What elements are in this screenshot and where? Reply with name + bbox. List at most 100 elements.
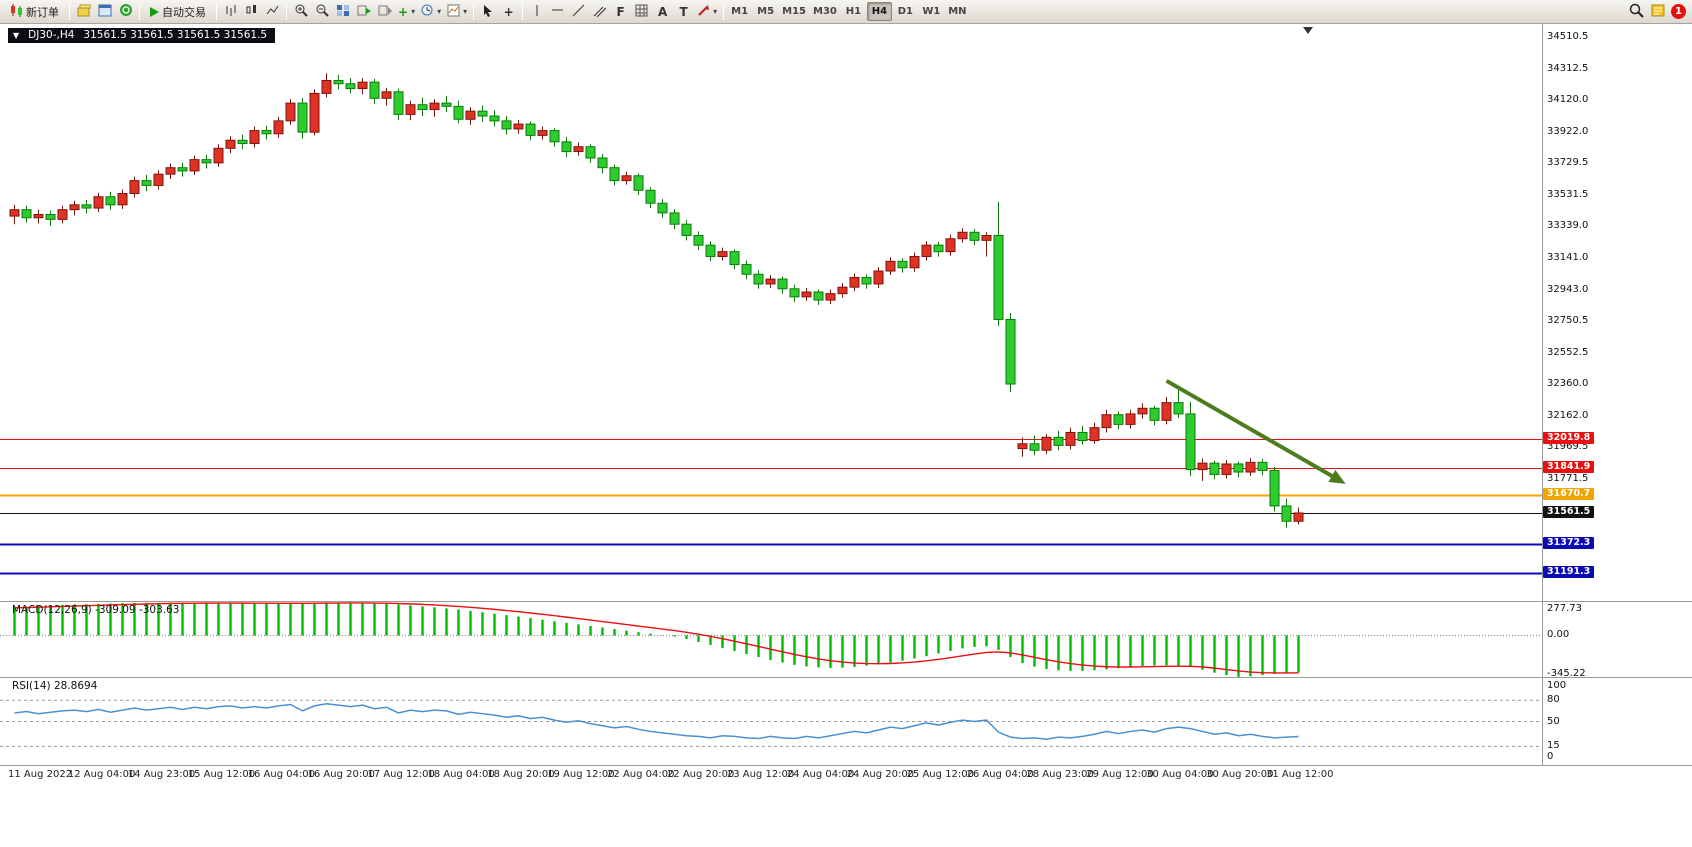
- macd-axis-label: 277.73: [1547, 603, 1582, 614]
- charts-profile-button[interactable]: [73, 2, 94, 22]
- candle: [1137, 407, 1148, 415]
- candle: [429, 102, 440, 111]
- tile-windows-button[interactable]: [332, 2, 353, 22]
- chart-shift-marker[interactable]: [1303, 27, 1313, 34]
- fibonacci-button[interactable]: F: [610, 2, 631, 22]
- price-axis-label: 33531.5: [1547, 188, 1589, 200]
- dropdown-icon: ▾: [463, 7, 468, 16]
- horizontal-line-button[interactable]: [547, 2, 568, 22]
- candle: [1101, 414, 1112, 429]
- rsi-canvas[interactable]: [0, 678, 1542, 765]
- price-axis-label: 32360.0: [1547, 378, 1589, 390]
- candle: [1233, 463, 1244, 473]
- current-price-badge[interactable]: 31561.5: [1543, 505, 1595, 518]
- macd-panel-separator[interactable]: [0, 601, 1692, 602]
- timeframe-m15-button[interactable]: M15: [782, 6, 806, 17]
- candle: [69, 204, 80, 211]
- price-line-badge[interactable]: 31191.3: [1543, 565, 1595, 578]
- search-icon: [1629, 3, 1644, 21]
- candlestick-chart-button[interactable]: [241, 2, 262, 22]
- indicators-plus-icon: +: [398, 4, 409, 19]
- auto-trading-label: 自动交易: [162, 5, 206, 19]
- cursor-button[interactable]: [477, 2, 498, 22]
- candle: [129, 180, 140, 195]
- price-axis-label: 33141.0: [1547, 251, 1589, 263]
- candle: [273, 120, 284, 135]
- one-click-trading-toggle[interactable]: ▼: [13, 30, 20, 40]
- candle: [309, 92, 320, 133]
- text-button[interactable]: A: [652, 2, 673, 22]
- bar-chart-icon: [224, 4, 237, 20]
- zoom-out-button[interactable]: [311, 2, 332, 22]
- candle: [765, 278, 776, 285]
- timeframe-h1-button[interactable]: H1: [845, 6, 862, 17]
- timeframe-m5-button[interactable]: M5: [757, 6, 775, 17]
- chart-title-chip: ▼ DJ30-,H4 31561.5 31561.5 31561.5 31561…: [8, 28, 276, 43]
- price-line-badge[interactable]: 32019.8: [1543, 431, 1595, 444]
- time-axis-label: 26 Aug 04:00: [966, 769, 1034, 780]
- candle: [1005, 318, 1016, 385]
- timeframe-m1-button[interactable]: M1: [731, 6, 749, 17]
- channel-icon: [593, 4, 607, 20]
- candle: [549, 130, 560, 143]
- auto-scroll-button[interactable]: [353, 2, 374, 22]
- indicators-button[interactable]: + ▾: [395, 2, 418, 22]
- candle: [981, 235, 992, 241]
- data-window-button[interactable]: [94, 2, 115, 22]
- candle: [729, 251, 740, 266]
- bar-chart-button[interactable]: [220, 2, 241, 22]
- cursor-icon: [482, 4, 494, 20]
- dropdown-icon: ▾: [411, 7, 416, 16]
- timeframe-m30-button[interactable]: M30: [813, 6, 837, 17]
- price-axis-label: 32750.5: [1547, 314, 1589, 326]
- candle: [933, 244, 944, 253]
- candlestick-icon: [245, 4, 258, 20]
- time-axis-label: 18 Aug 20:00: [487, 769, 555, 780]
- new-order-button[interactable]: 新订单: [3, 2, 66, 22]
- search-button[interactable]: [1626, 2, 1647, 22]
- rsi-panel-separator[interactable]: [0, 677, 1692, 678]
- periods-button[interactable]: ▾: [418, 2, 444, 22]
- chart-shift-button[interactable]: [374, 2, 395, 22]
- timeframe-h4-button[interactable]: H4: [866, 2, 892, 21]
- vertical-line-button[interactable]: [526, 2, 547, 22]
- community-icon: [119, 3, 133, 20]
- candle: [609, 167, 620, 182]
- price-chart-canvas[interactable]: [0, 24, 1542, 602]
- price-axis-label: 33922.0: [1547, 125, 1589, 137]
- timeframe-d1-button[interactable]: D1: [897, 6, 913, 17]
- time-axis-label: 30 Aug 20:00: [1206, 769, 1274, 780]
- crosshair-button[interactable]: +: [498, 2, 519, 22]
- candle: [1053, 436, 1064, 446]
- timeframe-w1-button[interactable]: W1: [922, 6, 941, 17]
- price-axis-label: 34312.5: [1547, 62, 1589, 74]
- trendline-button[interactable]: [568, 2, 589, 22]
- templates-button[interactable]: ▾: [444, 2, 470, 22]
- community-button[interactable]: [115, 2, 136, 22]
- channel-button[interactable]: [589, 2, 610, 22]
- candle: [153, 173, 164, 186]
- news-button[interactable]: [1647, 2, 1668, 22]
- shapes-button[interactable]: [631, 2, 652, 22]
- price-axis-label: 32552.5: [1547, 346, 1589, 358]
- line-chart-button[interactable]: [262, 2, 283, 22]
- candle: [897, 260, 908, 269]
- notifications-button[interactable]: 1: [1668, 2, 1689, 22]
- price-axis-label: 32162.0: [1547, 410, 1589, 421]
- zoom-in-button[interactable]: [290, 2, 311, 22]
- timeframe-mn-button[interactable]: MN: [948, 6, 967, 17]
- price-line-badge[interactable]: 31841.9: [1543, 460, 1595, 473]
- price-line-badge[interactable]: 31670.7: [1543, 488, 1595, 501]
- candle: [837, 286, 848, 295]
- candle: [285, 102, 296, 122]
- macd-canvas[interactable]: [0, 602, 1542, 677]
- candle: [1245, 461, 1256, 473]
- trendline-icon: [572, 4, 585, 20]
- candle: [993, 235, 1004, 320]
- text-label-button[interactable]: T: [673, 2, 694, 22]
- auto-trading-button[interactable]: 自动交易: [143, 2, 213, 22]
- arrows-button[interactable]: ▾: [694, 2, 720, 22]
- shapes-grid-icon: [635, 4, 648, 20]
- time-axis-label: 22 Aug 04:00: [607, 769, 675, 780]
- price-line-badge[interactable]: 31372.3: [1543, 536, 1595, 549]
